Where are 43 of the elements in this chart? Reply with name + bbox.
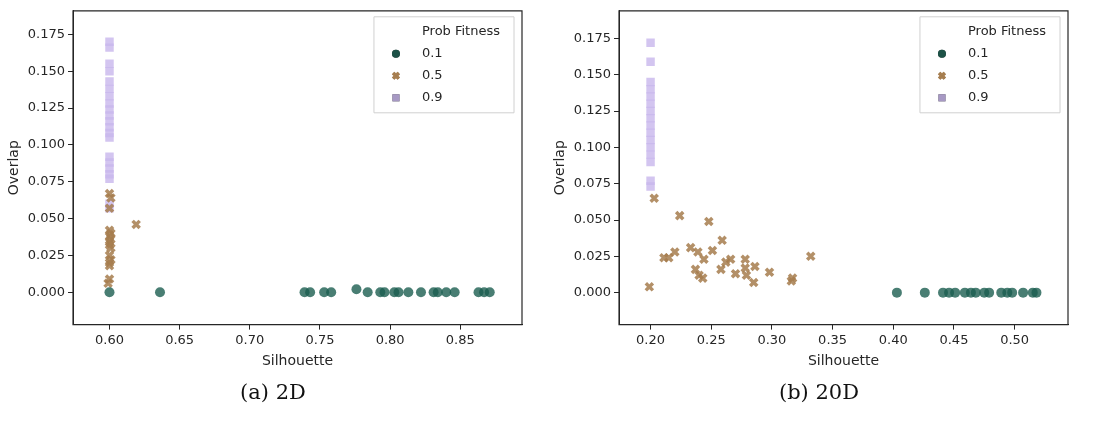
x-tick-label: 0.70	[235, 331, 265, 347]
y-tick-label: 0.025	[573, 247, 612, 263]
y-tick-label: 0.025	[27, 246, 66, 262]
y-tick-label: 0.075	[573, 175, 612, 191]
x-tick-label: 0.35	[818, 331, 848, 347]
x-axis-title: Silhouette	[261, 352, 334, 369]
x-axis-title: Silhouette	[807, 352, 880, 369]
y-tick-label: 0.000	[573, 284, 612, 300]
x-tick-label: 0.20	[636, 331, 666, 347]
legend-title: Prob Fitness	[967, 23, 1047, 39]
y-tick-label: 0.125	[27, 99, 66, 115]
legend-label: 0.1	[967, 45, 989, 61]
x-tick-label: 0.40	[878, 331, 908, 347]
legend-title: Prob Fitness	[421, 23, 501, 39]
legend-label: 0.9	[421, 89, 443, 105]
x-tick-label: 0.30	[757, 331, 787, 347]
y-tick-label: 0.175	[27, 25, 66, 41]
y-tick-label: 0.100	[27, 136, 66, 152]
y-tick-label: 0.125	[573, 102, 612, 118]
x-tick-label: 0.85	[445, 331, 475, 347]
y-tick-label: 0.175	[573, 29, 612, 45]
y-axis-title: Overlap	[5, 140, 22, 196]
x-tick-label: 0.65	[165, 331, 195, 347]
x-tick-label: 0.45	[939, 331, 969, 347]
x-tick-label: 0.60	[95, 331, 124, 347]
x-tick-label: 0.50	[1000, 331, 1030, 347]
y-tick-label: 0.075	[27, 173, 66, 189]
legend-label: 0.5	[421, 67, 443, 83]
y-tick-label: 0.150	[573, 66, 612, 82]
legend-label: 0.1	[421, 45, 443, 61]
text: (a) 2D	[239, 380, 307, 404]
y-tick-label: 0.150	[27, 62, 66, 78]
x-tick-label: 0.25	[696, 331, 726, 347]
x-tick-label: 0.75	[305, 331, 335, 347]
text: (b) 20D	[777, 380, 861, 404]
y-tick-label: 0.050	[573, 211, 612, 227]
y-axis-title: Overlap	[551, 140, 568, 196]
y-tick-label: 0.000	[27, 283, 66, 299]
y-tick-label: 0.100	[573, 138, 612, 154]
legend-label: 0.5	[967, 67, 989, 83]
legend-label: 0.9	[967, 89, 989, 105]
x-tick-label: 0.80	[375, 331, 405, 347]
y-tick-label: 0.050	[27, 209, 66, 225]
